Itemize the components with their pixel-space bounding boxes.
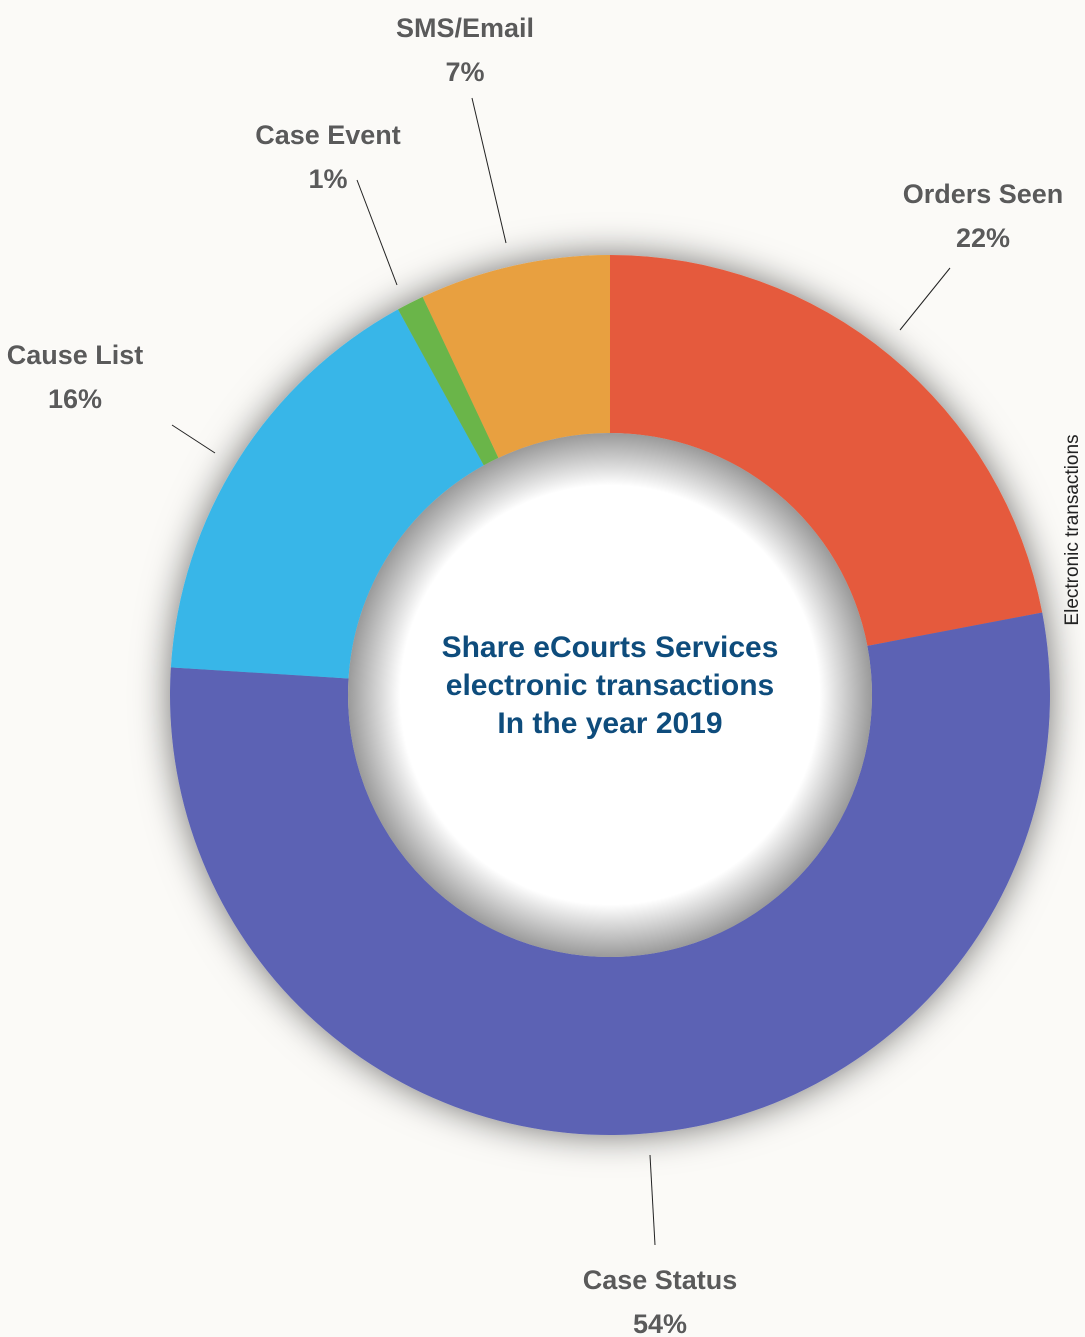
slice-label: SMS/Email bbox=[396, 13, 534, 43]
donut-hole bbox=[348, 433, 872, 957]
leader-line bbox=[899, 267, 951, 331]
donut-segment bbox=[610, 255, 1043, 646]
chart-title: electronic transactions bbox=[446, 669, 774, 702]
value-label: 54% bbox=[633, 1309, 687, 1337]
slice-label: Case Event bbox=[255, 120, 401, 150]
slice-label: Case Status bbox=[583, 1265, 738, 1295]
chart-title: In the year 2019 bbox=[497, 707, 722, 740]
donut-segment bbox=[398, 296, 499, 466]
leader-line bbox=[356, 179, 398, 286]
leader-line bbox=[649, 1154, 656, 1246]
ring bbox=[169, 255, 1051, 1135]
donut-segment bbox=[422, 255, 610, 458]
donut-segment bbox=[169, 612, 1051, 1135]
leader-line bbox=[471, 97, 507, 244]
slice-label: Cause List bbox=[7, 340, 144, 370]
chart-title: Share eCourts Services bbox=[442, 631, 779, 664]
slice-label: Orders Seen bbox=[903, 179, 1064, 209]
donut-segment bbox=[170, 309, 484, 679]
value-label: 16% bbox=[48, 384, 102, 414]
leader-line bbox=[171, 424, 216, 454]
value-label: 7% bbox=[445, 57, 484, 87]
side-note: Electronic transactions bbox=[1062, 434, 1083, 625]
value-label: 22% bbox=[956, 223, 1010, 253]
value-label: 1% bbox=[308, 164, 347, 194]
